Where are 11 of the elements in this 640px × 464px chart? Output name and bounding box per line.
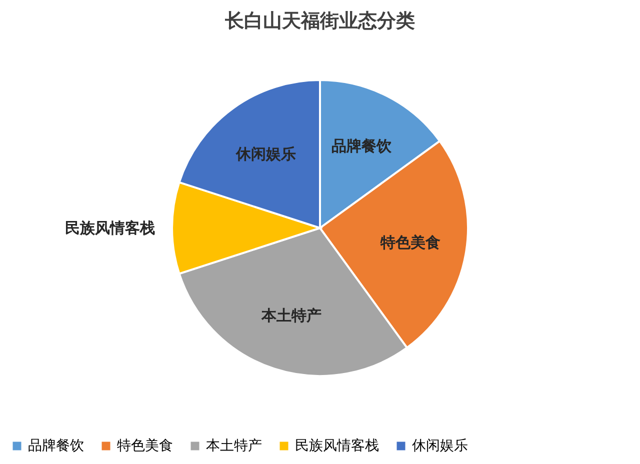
legend-label: 民族风情客栈 (295, 438, 379, 454)
legend-label: 品牌餐饮 (28, 438, 84, 454)
slice-label: 品牌餐饮 (332, 137, 393, 156)
legend-label: 休闲娱乐 (412, 438, 468, 454)
slice-label: 特色美食 (380, 233, 441, 252)
legend-label: 本土特产 (206, 438, 262, 454)
slice-label: 本土特产 (260, 306, 322, 324)
slice-label: 休闲娱乐 (235, 144, 296, 163)
slice-label: 民族风情客栈 (65, 219, 155, 237)
legend-label: 特色美食 (117, 438, 173, 454)
chart-title: 长白山天福街业态分类 (224, 10, 415, 32)
